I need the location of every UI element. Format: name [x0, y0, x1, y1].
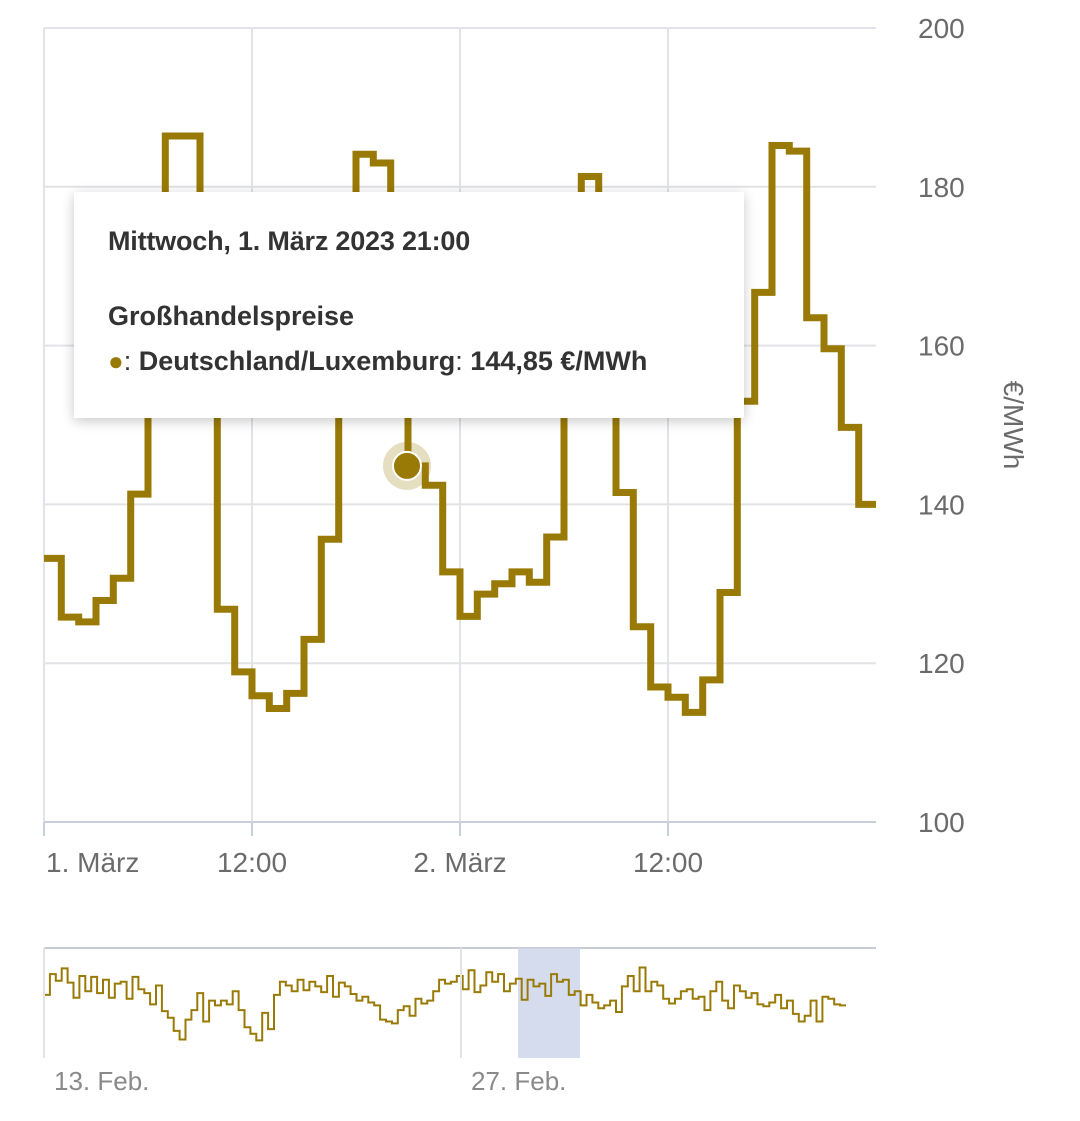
- navigator-x-label: 27. Feb.: [471, 1066, 566, 1096]
- y-axis-label: €/MWh: [998, 381, 1029, 470]
- tooltip-date: Mittwoch, 1. März 2023 21:00: [108, 226, 471, 256]
- y-tick-label: 140: [918, 489, 965, 520]
- tooltip-series-row: ●: Deutschland/Luxemburg: 144,85 €/MWh: [108, 346, 648, 376]
- y-tick-label: 120: [918, 648, 965, 679]
- y-tick-label: 200: [918, 13, 965, 44]
- y-tick-label: 100: [918, 807, 965, 838]
- chart-tooltip: Mittwoch, 1. März 2023 21:00 Großhandels…: [74, 192, 744, 418]
- series-line-deutschland-luxemburg: [44, 132, 876, 716]
- y-tick-label: 180: [918, 172, 965, 203]
- tooltip-group-title: Großhandelspreise: [108, 301, 355, 331]
- hover-point: [392, 450, 422, 481]
- tooltip-series-dot-icon: ●: [108, 346, 124, 376]
- y-tick-label: 160: [918, 331, 965, 362]
- tooltip-series-value: 144,85 €/MWh: [470, 346, 648, 376]
- x-tick-label: 1. März: [46, 847, 139, 878]
- x-tick-label: 12:00: [633, 847, 703, 878]
- x-tick-label: 12:00: [217, 847, 287, 878]
- navigator-selected-range: [518, 948, 580, 1058]
- x-tick-label: 2. März: [413, 847, 506, 878]
- navigator-x-label: 13. Feb.: [54, 1066, 149, 1096]
- navigator-series-line: [44, 966, 846, 1042]
- tooltip-series-name: Deutschland/Luxemburg: [138, 346, 456, 376]
